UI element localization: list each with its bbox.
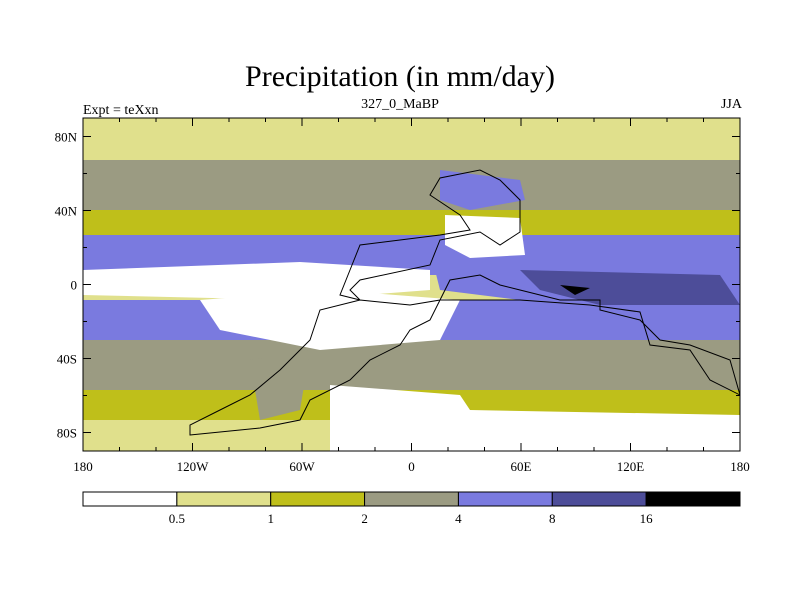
x-axis: 180 120W 60W 0 60E 120E 180 xyxy=(73,118,750,474)
x-tick-label: 0 xyxy=(408,459,415,474)
y-axis: 80N 40N 0 40S 80S xyxy=(55,130,740,441)
map-field xyxy=(83,118,740,451)
colorbar-level-label: 1 xyxy=(267,511,274,526)
field-band-nh-2 xyxy=(83,160,740,210)
colorbar-swatch xyxy=(270,491,366,507)
y-tick-label: 80S xyxy=(57,426,77,441)
field-blob-desert xyxy=(200,290,460,350)
y-tick-label: 80N xyxy=(55,130,78,145)
y-tick-label: 40S xyxy=(57,352,77,367)
y-tick-label: 40N xyxy=(55,204,78,219)
x-tick-label: 60W xyxy=(289,459,315,474)
field-blob-sh-wet xyxy=(250,350,310,420)
x-tick-label: 180 xyxy=(73,459,93,474)
x-tick-label: 120E xyxy=(617,459,645,474)
colorbar-swatch xyxy=(364,491,459,507)
field-blob-monsoon-core xyxy=(520,270,740,305)
colorbar-swatch xyxy=(551,491,647,507)
colorbar-swatch xyxy=(176,491,272,507)
x-tick-label: 180 xyxy=(730,459,750,474)
colorbar-level-label: 4 xyxy=(455,511,462,526)
colorbar-level-label: 8 xyxy=(549,511,556,526)
field-blob-nh-wet xyxy=(440,170,525,210)
x-tick-label: 60E xyxy=(511,459,532,474)
period-label: 327_0_MaBP xyxy=(361,97,439,112)
field-blob-dry-tropics xyxy=(83,262,430,300)
colorbar-swatch xyxy=(82,491,178,507)
colorbar-swatch xyxy=(645,491,741,507)
season-label: JJA xyxy=(720,97,742,112)
x-tick-label: 120W xyxy=(177,459,210,474)
land-outline xyxy=(189,169,740,436)
y-tick-label: 0 xyxy=(71,278,78,293)
field-blob-nh-dry xyxy=(445,215,525,258)
colorbar: 0.5 1 2 4 8 16 xyxy=(82,491,741,526)
colorbar-swatch xyxy=(457,491,553,507)
experiment-label: Expt = teXxn xyxy=(83,103,159,118)
colorbar-level-label: 2 xyxy=(361,511,368,526)
colorbar-level-label: 16 xyxy=(640,511,654,526)
colorbar-level-label: 0.5 xyxy=(169,511,185,526)
field-band-sh-2 xyxy=(83,340,740,395)
field-band-nh-1 xyxy=(83,140,740,160)
field-blob-max xyxy=(560,285,590,295)
field-blob-polar-dry xyxy=(330,385,740,451)
chart-title: Precipitation (in mm/day) xyxy=(245,60,555,93)
